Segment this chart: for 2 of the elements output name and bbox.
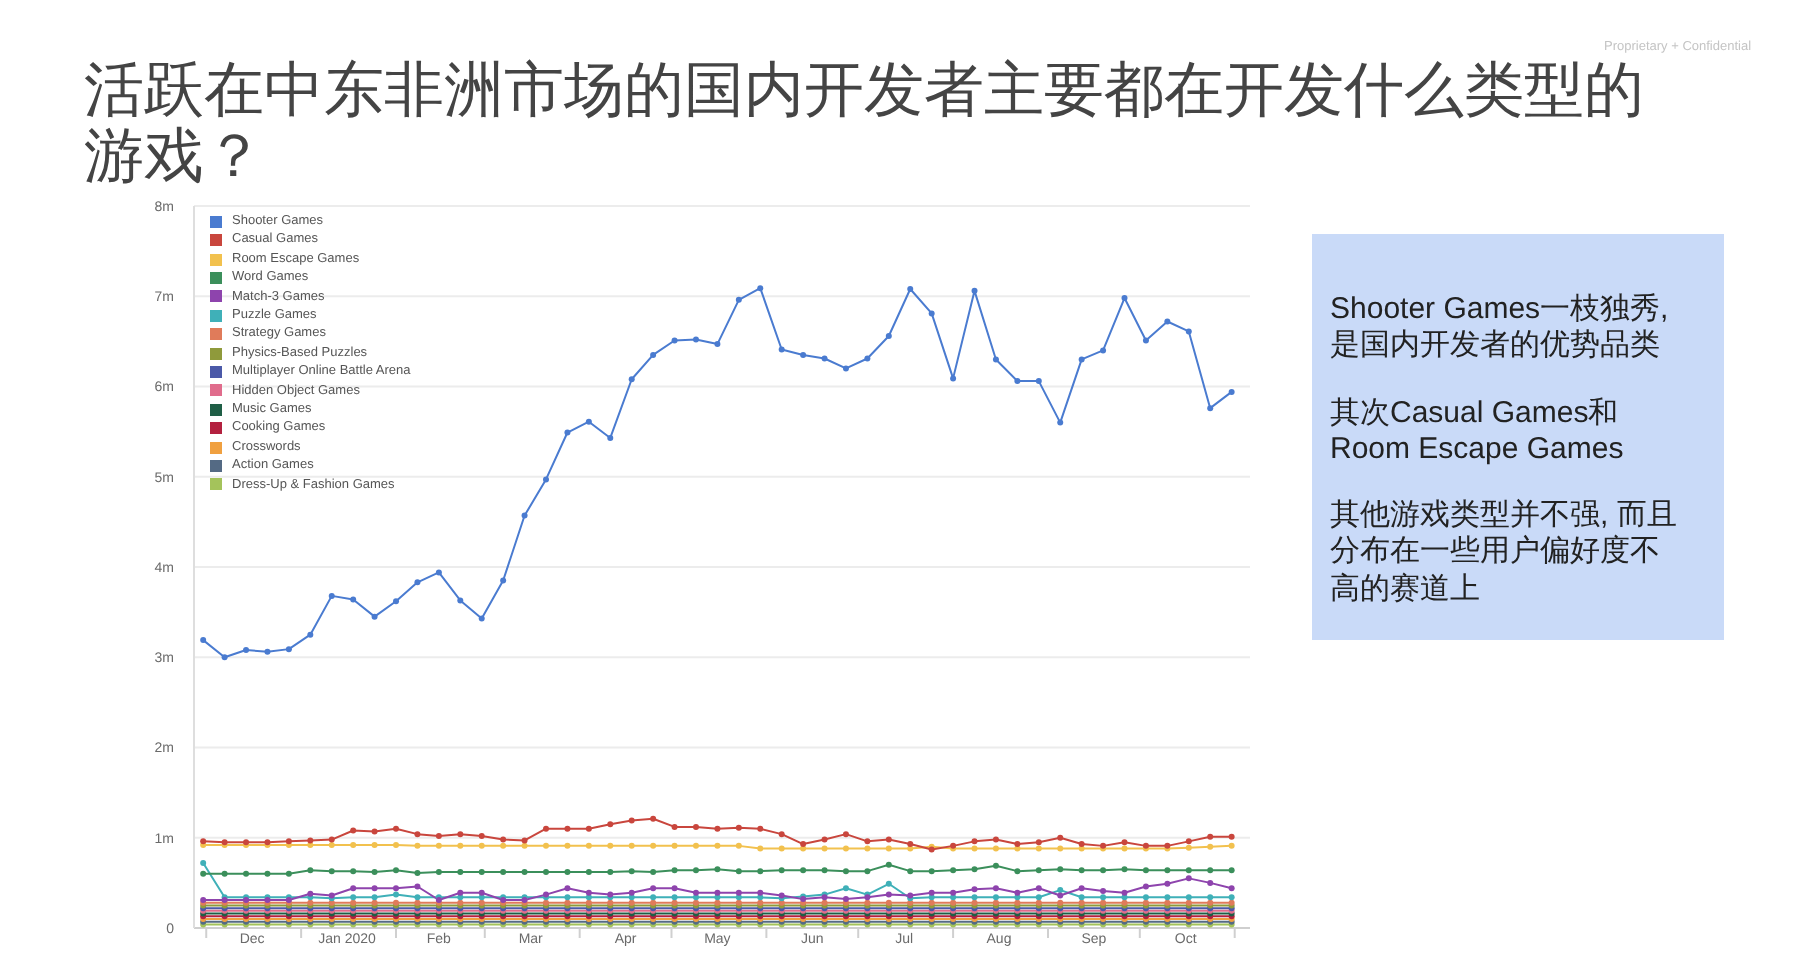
note-panel: Shooter Games一枝独秀,是国内开发者的优势品类 其次Casual Games和Room Escape Games 其他游戏类型并不强, 而且分布在一些用户偏好度不高的赛道上 xyxy=(1312,234,1724,640)
chart-title: 活跃在中东非洲市场的国内开发者主要都在开发什么类型的游戏？ xyxy=(84,56,1646,192)
